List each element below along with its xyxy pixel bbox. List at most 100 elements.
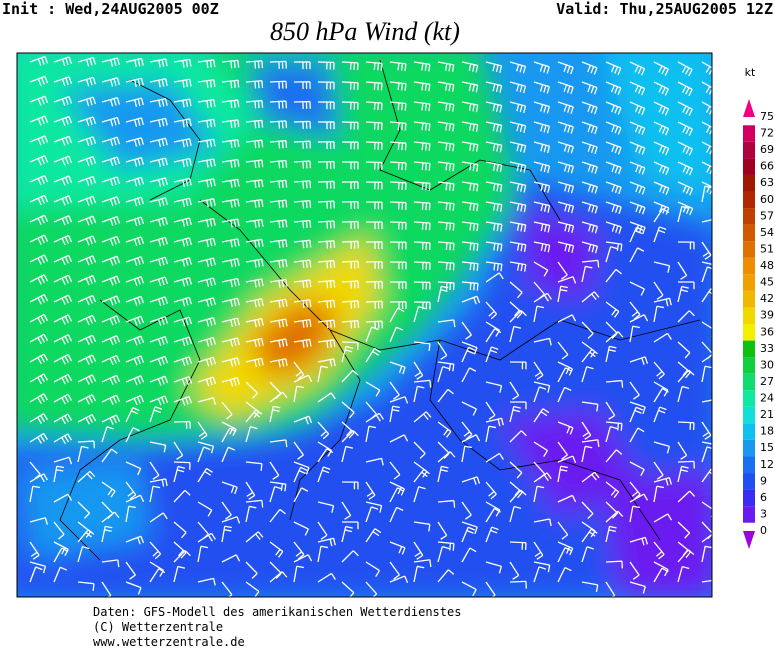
- wind-barb: [629, 314, 649, 323]
- wind-barb: [461, 581, 477, 597]
- wind-barb: [197, 376, 217, 387]
- wind-barb: [605, 241, 623, 252]
- wind-barb: [77, 235, 97, 246]
- wind-barb: [461, 346, 476, 363]
- wind-barb: [653, 485, 665, 503]
- wind-barb: [53, 334, 73, 345]
- colorbar-swatch: [743, 191, 755, 209]
- wind-barb: [317, 319, 336, 329]
- wind-barb: [77, 413, 97, 425]
- wind-barb: [509, 405, 521, 423]
- wind-barb: [125, 77, 144, 88]
- wind-barb: [581, 61, 598, 75]
- wind-barb: [125, 156, 144, 167]
- wind-barb: [437, 521, 448, 540]
- colorbar-swatch: [743, 473, 755, 490]
- wind-barb: [29, 517, 48, 525]
- wind-barb: [413, 565, 425, 583]
- wind-barb: [461, 201, 479, 212]
- wind-barb: [77, 334, 97, 345]
- wind-barb: [53, 456, 73, 465]
- wind-barb: [533, 101, 550, 114]
- wind-barb: [269, 179, 288, 189]
- colorbar-label: 51: [760, 242, 774, 255]
- wind-barb: [557, 201, 575, 214]
- wind-barb: [653, 476, 672, 486]
- wind-field: [17, 53, 712, 597]
- wind-barb: [437, 221, 455, 231]
- wind-barb: [269, 541, 284, 558]
- wind-barb: [245, 317, 264, 328]
- wind-barb: [293, 385, 304, 403]
- border: [329, 319, 701, 361]
- wind-barb: [197, 317, 216, 327]
- init-time: Init : Wed,24AUG2005 00Z: [2, 0, 219, 18]
- wind-barb: [53, 195, 73, 206]
- wind-barb: [509, 430, 527, 443]
- wind-barb: [77, 501, 90, 519]
- colorbar-label: 21: [760, 408, 774, 421]
- wind-barb: [629, 356, 649, 365]
- wind-barb: [557, 541, 574, 556]
- colorbar-swatch: [743, 125, 755, 142]
- wind-barb: [173, 276, 192, 287]
- wind-barb: [413, 361, 424, 380]
- wind-barb: [245, 461, 263, 471]
- wind-barb: [53, 234, 73, 246]
- wind-barb: [269, 120, 288, 129]
- wind-barb: [317, 572, 336, 583]
- wind-barb: [581, 81, 598, 95]
- wind-barb: [581, 321, 594, 339]
- wind-barb: [653, 305, 665, 323]
- wind-barb: [653, 387, 669, 403]
- wind-barb: [317, 200, 336, 209]
- wind-barb: [413, 141, 431, 151]
- wind-barb: [221, 297, 240, 308]
- wind-barb: [293, 299, 312, 308]
- wind-barb: [581, 241, 599, 254]
- wind-barb: [317, 521, 328, 540]
- wind-barb: [101, 525, 113, 543]
- wind-barb: [629, 493, 649, 503]
- wind-barb: [701, 185, 712, 203]
- wind-barb: [557, 421, 574, 435]
- wind-barb: [533, 441, 549, 457]
- wind-barb: [53, 175, 73, 186]
- wind-barb: [149, 568, 166, 583]
- wind-barb: [605, 425, 618, 443]
- wind-barb: [701, 579, 712, 583]
- wind-barb: [125, 395, 145, 406]
- wind-barb: [221, 481, 238, 495]
- wind-barb: [509, 121, 527, 133]
- wind-barb: [413, 81, 431, 92]
- wind-barb: [629, 406, 644, 423]
- wind-barb: [437, 569, 455, 583]
- wind-barb: [293, 160, 312, 169]
- wind-barb: [29, 413, 48, 424]
- wind-barb: [29, 353, 49, 365]
- wind-barb: [485, 261, 503, 272]
- wind-barb: [629, 401, 646, 415]
- wind-barb: [581, 221, 599, 234]
- colorbar: kt 0369121518212427303336394245485154576…: [743, 66, 774, 549]
- wind-barb: [341, 521, 359, 530]
- wind-barb: [605, 246, 618, 263]
- wind-barb: [437, 101, 455, 112]
- wind-barb: [197, 138, 216, 148]
- wind-barb: [53, 547, 69, 563]
- wind-barb: [221, 337, 240, 347]
- wind-barb: [533, 361, 544, 380]
- wind-barb: [221, 421, 237, 437]
- wind-barb: [149, 216, 168, 227]
- wind-barb: [485, 221, 503, 232]
- wind-barb: [197, 297, 216, 307]
- wind-barb: [101, 354, 121, 366]
- wind-barb: [341, 81, 359, 90]
- wind-barb: [485, 272, 504, 283]
- wind-barb: [581, 581, 599, 593]
- wind-barb: [653, 513, 673, 523]
- wind-barb: [461, 341, 478, 355]
- wind-barb: [653, 406, 667, 423]
- wind-barb: [581, 181, 598, 194]
- wind-barb: [293, 361, 305, 380]
